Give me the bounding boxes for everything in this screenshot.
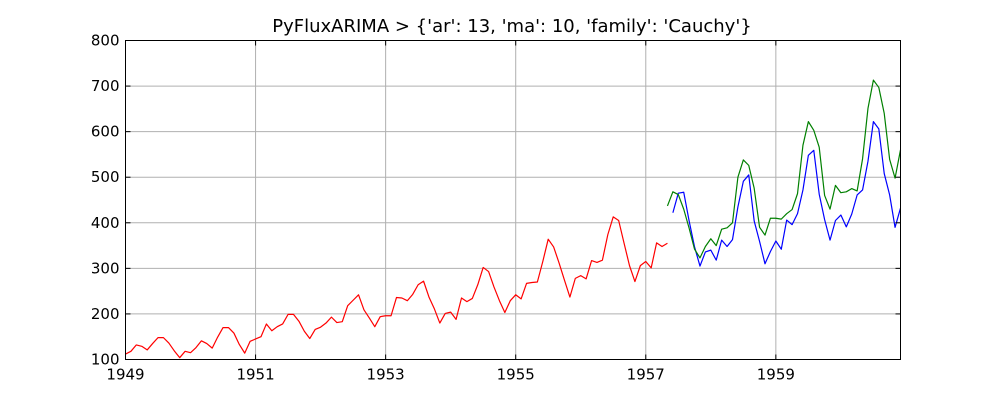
x-tick-label: 1949 <box>106 366 144 384</box>
y-axis: 100 200 300 400 500 600 700 800 <box>91 32 901 369</box>
y-tick-label: 500 <box>91 168 120 186</box>
x-tick-label: 1959 <box>757 366 795 384</box>
series-forecast-line <box>672 121 902 267</box>
y-tick-label: 600 <box>91 123 120 141</box>
x-tick-label: 1957 <box>627 366 665 384</box>
x-axis: 1949 1951 1953 1955 1957 1959 <box>106 40 795 384</box>
x-tick-label: 1953 <box>367 366 405 384</box>
y-tick-label: 700 <box>91 77 120 95</box>
series-upper-line <box>666 79 902 259</box>
y-tick-label: 100 <box>91 351 120 369</box>
y-tick-label: 300 <box>91 259 120 277</box>
y-tick-label: 400 <box>91 214 120 232</box>
x-tick-label: 1951 <box>236 366 274 384</box>
plot-frame <box>125 40 901 360</box>
grid-lines <box>125 40 901 360</box>
y-tick-label: 200 <box>91 305 120 323</box>
chart-title: PyFluxARIMA > {'ar': 13, 'ma': 10, 'fami… <box>272 16 751 37</box>
y-tick-label: 800 <box>91 32 120 50</box>
x-tick-label: 1955 <box>497 366 535 384</box>
series-actual-line <box>125 216 668 359</box>
series-lines <box>125 79 902 359</box>
